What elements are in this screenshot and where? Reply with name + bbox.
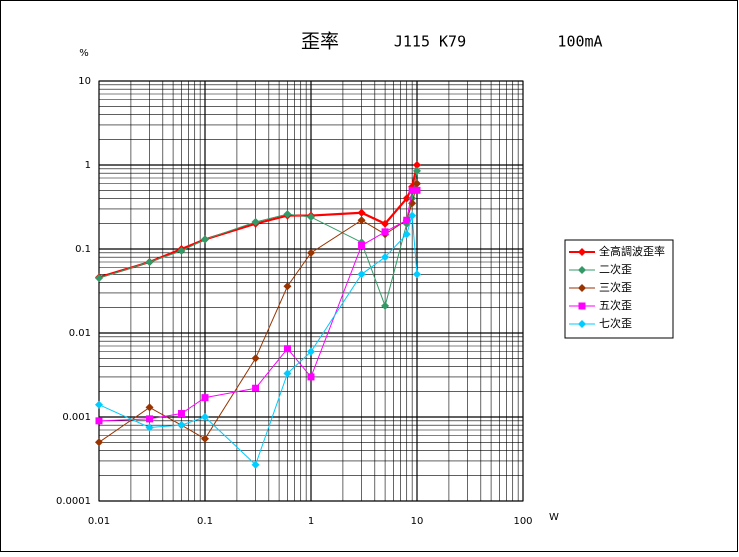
marker xyxy=(381,301,390,310)
x-axis-label: W xyxy=(549,512,559,523)
marker xyxy=(413,270,421,279)
plot-border xyxy=(98,80,524,502)
marker xyxy=(177,410,185,418)
marker xyxy=(402,194,411,203)
x-tick-label: 0.01 xyxy=(88,516,110,527)
marker xyxy=(357,270,366,279)
marker xyxy=(283,345,291,353)
marker xyxy=(357,208,366,217)
marker xyxy=(307,373,315,381)
x-tick-label: 100 xyxy=(513,516,532,527)
marker xyxy=(381,219,390,228)
marker xyxy=(408,211,417,220)
y-tick-label: 1 xyxy=(85,160,91,171)
marker xyxy=(283,369,292,378)
marker xyxy=(177,246,186,255)
marker xyxy=(283,210,292,219)
marker xyxy=(201,394,209,402)
chart-title: 歪率 xyxy=(301,31,339,53)
legend-label: 全高調波歪率 xyxy=(599,244,665,258)
legend-marker xyxy=(578,248,586,256)
y-axis-label: % xyxy=(79,48,89,59)
marker xyxy=(413,179,421,188)
x-tick-label: 0.1 xyxy=(197,516,213,527)
marker xyxy=(283,282,292,291)
marker xyxy=(413,166,421,175)
legend-marker xyxy=(578,302,586,310)
marker xyxy=(145,258,154,267)
marker xyxy=(145,423,154,432)
annotation: 100mA xyxy=(557,33,602,51)
marker xyxy=(403,216,411,224)
marker xyxy=(252,384,260,392)
marker xyxy=(145,403,154,412)
marker xyxy=(251,460,260,469)
legend-label: 二次歪 xyxy=(599,262,632,276)
marker xyxy=(413,161,421,169)
y-tick-label: 0.1 xyxy=(75,244,91,255)
marker xyxy=(402,230,411,239)
legend-marker xyxy=(578,266,586,274)
marker xyxy=(251,217,260,226)
marker xyxy=(307,347,315,356)
legend-label: 五次歪 xyxy=(599,298,632,312)
legend-marker xyxy=(578,284,586,292)
y-tick-label: 0.0001 xyxy=(56,496,91,507)
y-tick-label: 10 xyxy=(78,76,91,87)
y-tick-label: 0.001 xyxy=(62,412,91,423)
series-line xyxy=(98,215,418,466)
marker xyxy=(381,228,389,236)
legend-label: 七次歪 xyxy=(599,316,632,330)
marker xyxy=(413,186,421,194)
marker xyxy=(95,417,103,425)
marker xyxy=(95,438,103,447)
y-tick-label: 0.01 xyxy=(69,328,91,339)
marker xyxy=(95,400,103,409)
marker xyxy=(146,415,154,423)
marker xyxy=(381,253,390,262)
x-tick-label: 10 xyxy=(411,516,424,527)
marker xyxy=(307,213,315,222)
marker xyxy=(177,421,186,430)
marker xyxy=(201,413,209,421)
marker xyxy=(408,186,416,194)
legend-label: 三次歪 xyxy=(599,280,632,294)
legend-marker xyxy=(578,320,586,328)
x-tick-label: 1 xyxy=(308,516,314,527)
marker xyxy=(95,274,103,283)
marker xyxy=(358,242,366,250)
marker xyxy=(307,248,315,257)
annotation: J115 K79 xyxy=(394,33,466,51)
marker xyxy=(201,235,209,244)
marker xyxy=(201,434,209,443)
marker xyxy=(251,354,260,363)
marker xyxy=(357,216,366,225)
